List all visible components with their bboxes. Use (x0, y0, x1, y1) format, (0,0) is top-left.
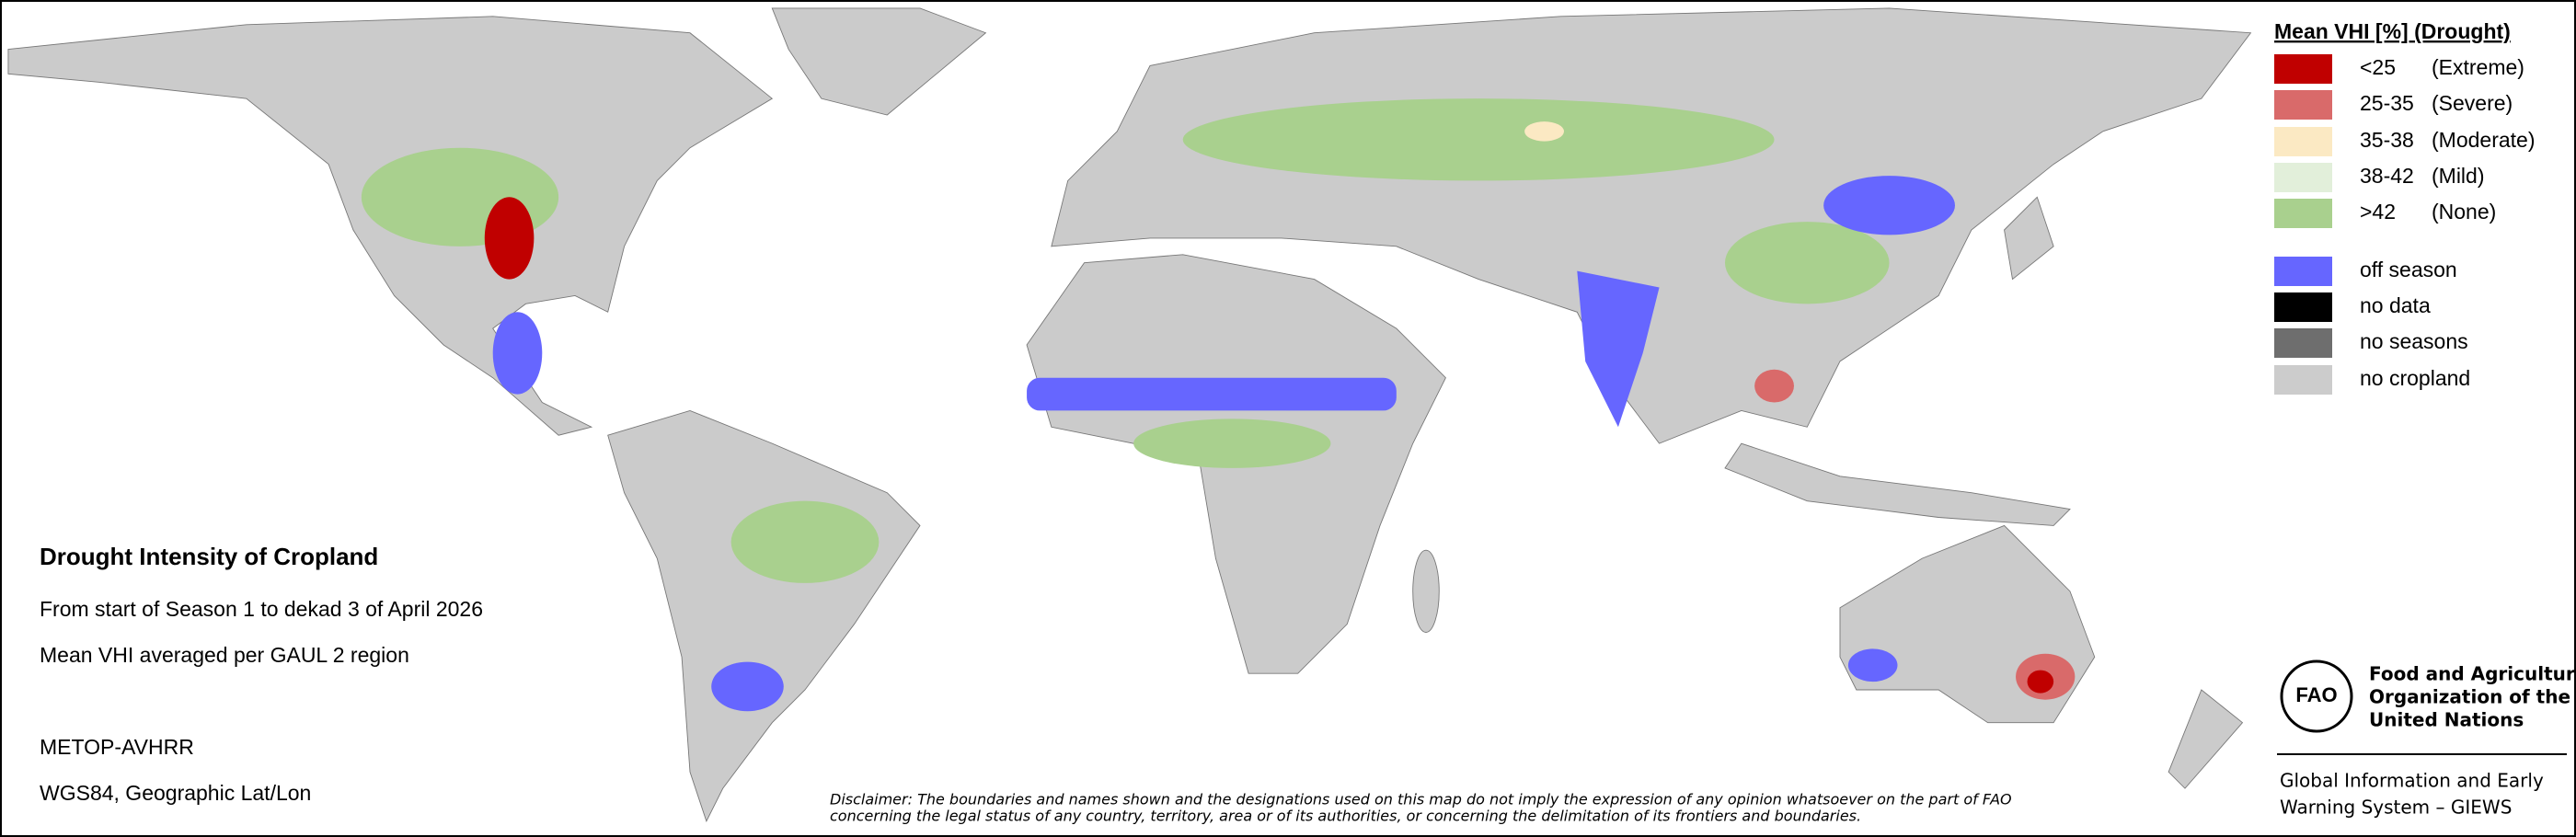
legend-range: >42 (2360, 200, 2396, 224)
emblem-text: FAO (2295, 683, 2337, 706)
crop-status (361, 98, 2076, 712)
japan (2004, 196, 2054, 281)
info-block: Drought Intensity of Cropland From start… (40, 543, 483, 805)
crop-off-season (1847, 648, 1898, 682)
legend-class: (Moderate) (2432, 128, 2535, 152)
legend-class: (Mild) (2432, 164, 2485, 188)
greenland (771, 7, 987, 116)
crop-off-season (1577, 270, 1660, 428)
crop-off-season (711, 661, 784, 712)
legend-swatch (2274, 292, 2332, 322)
disclaimer-line: Disclaimer: The boundaries and names sho… (830, 791, 2012, 808)
legend-class: (Extreme) (2432, 55, 2524, 79)
legend-swatch (2274, 365, 2332, 395)
crop-extreme (2027, 670, 2054, 694)
legend-swatch (2274, 163, 2332, 192)
crop-extreme (484, 197, 535, 280)
legend-label: no seasons (2360, 329, 2468, 353)
info-line: Mean VHI averaged per GAUL 2 region (40, 643, 409, 667)
legend-range: 25-35 (2360, 91, 2414, 115)
legend-class: (None) (2432, 200, 2496, 224)
system-name: Global Information and Early (2280, 770, 2544, 792)
crop-off-season (1027, 377, 1397, 411)
new-zealand (2168, 689, 2244, 789)
crop-moderate (1524, 121, 1564, 142)
indonesia (1724, 442, 2071, 526)
disclaimer: Disclaimer: The boundaries and names sho… (830, 791, 2012, 825)
legend-swatch (2274, 54, 2332, 84)
legend-swatch (2274, 328, 2332, 358)
legend-label: no cropland (2360, 366, 2470, 390)
emblem-circle (2280, 659, 2353, 733)
legend-swatch (2274, 257, 2332, 286)
org-name: Organization of the (2369, 686, 2570, 708)
legend-swatch (2274, 90, 2332, 120)
legend-title: Mean VHI [%] (Drought) (2274, 19, 2511, 43)
info-line: METOP-AVHRR (40, 735, 194, 759)
madagascar (1412, 549, 1440, 633)
legend-class: (Severe) (2432, 91, 2513, 115)
legend-range: <25 (2360, 55, 2396, 79)
system-name: Warning System – GIEWS (2280, 797, 2512, 819)
world-map (7, 7, 2252, 823)
org-name: United Nations (2369, 709, 2524, 731)
crop-none (1133, 418, 1331, 468)
legend-range: 38-42 (2360, 164, 2414, 188)
crop-off-season (1823, 176, 1955, 235)
legend: Mean VHI [%] (Drought) <25 (Extreme) 25-35… (2274, 19, 2535, 395)
crop-off-season (492, 312, 543, 395)
legend-swatch (2274, 127, 2332, 156)
crop-severe (1754, 369, 1794, 403)
info-line: From start of Season 1 to dekad 3 of Apr… (40, 597, 483, 621)
legend-range: 35-38 (2360, 128, 2414, 152)
legend-swatch (2274, 199, 2332, 228)
info-line: WGS84, Geographic Lat/Lon (40, 781, 311, 805)
map-title: Drought Intensity of Cropland (40, 543, 378, 570)
legend-label: off season (2360, 258, 2457, 281)
disclaimer-line: concerning the legal status of any count… (830, 808, 1861, 825)
legend-label: no data (2360, 293, 2431, 317)
crop-none (1182, 98, 1775, 181)
org-name: Food and Agriculture (2369, 663, 2576, 685)
crop-none (730, 500, 880, 583)
crop-none (1724, 222, 1890, 304)
